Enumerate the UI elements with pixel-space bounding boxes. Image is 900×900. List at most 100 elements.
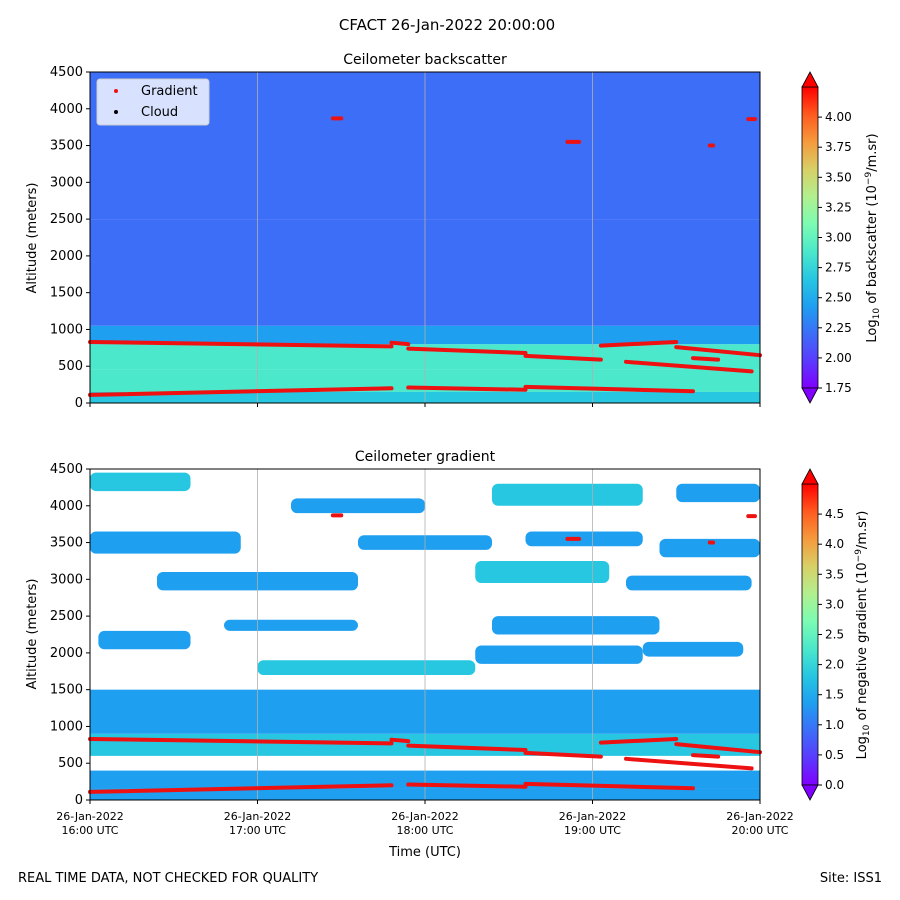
gradient-colorbar: 0.0 0.5 1.0 1.5 2.0 2.5 3.0 3.5 4.0 4.5 bbox=[801, 468, 844, 801]
y-tick-label: 4000 bbox=[50, 102, 83, 117]
backscatter-title: Ceilometer backscatter bbox=[343, 52, 507, 68]
legend-cloud-marker bbox=[114, 110, 118, 114]
y-tick-label: 1500 bbox=[50, 683, 83, 698]
x-tick-label: 26-Jan-2022 bbox=[559, 810, 627, 823]
gradient-point-trace bbox=[691, 356, 721, 362]
heatmap-patch bbox=[525, 531, 643, 547]
gradient-title: Ceilometer gradient bbox=[355, 449, 496, 465]
gradient-y-label: Altitude (meters) bbox=[25, 579, 40, 690]
cb0-label-suffix: /m.sr) bbox=[865, 133, 880, 171]
legend-box bbox=[96, 78, 210, 126]
gradient-colorbar-label: Log10 of negative gradient (10−9/m.sr) bbox=[854, 511, 872, 760]
colorbar-extend-min bbox=[801, 387, 819, 404]
backscatter-y-label: Altitude (meters) bbox=[25, 183, 40, 294]
colorbar-tick-label: 0.5 bbox=[825, 748, 844, 762]
heatmap-patch bbox=[98, 630, 191, 650]
legend-cloud-label: Cloud bbox=[141, 105, 178, 120]
gradient-point-trace bbox=[598, 339, 679, 348]
colorbar-tick-label: 4.00 bbox=[825, 110, 852, 124]
gradient-point-trace bbox=[88, 736, 394, 746]
gradient-x-label: Time (UTC) bbox=[388, 845, 461, 860]
colorbar-tick-label: 4.5 bbox=[825, 507, 844, 521]
cb0-label-prefix: Log bbox=[865, 319, 880, 342]
cb0-label-mid: of backscatter (10 bbox=[865, 185, 880, 308]
gradient-point-trace bbox=[674, 742, 762, 755]
cb1-label-prefix: Log bbox=[855, 736, 870, 759]
heatmap-patch bbox=[291, 498, 425, 514]
colorbar-tick-label: 1.75 bbox=[825, 381, 852, 395]
heatmap-patch bbox=[257, 660, 476, 675]
x-tick-label: 19:00 UTC bbox=[564, 824, 621, 837]
x-tick-label: 17:00 UTC bbox=[229, 824, 286, 837]
colorbar-tick-label: 2.25 bbox=[825, 321, 852, 335]
gradient-point-trace bbox=[88, 386, 394, 397]
y-tick-label: 1000 bbox=[50, 719, 83, 734]
y-tick-label: 3500 bbox=[50, 139, 83, 154]
legend-gradient-label: Gradient bbox=[141, 84, 198, 99]
colorbar-ramp bbox=[801, 86, 819, 389]
colorbar-extend-max bbox=[801, 71, 819, 88]
gradient-panel: Ceilometer gradient 0 500 1000 1500 2000 2500… bbox=[25, 449, 872, 860]
y-tick-label: 2000 bbox=[50, 646, 83, 661]
colorbar-tick-label: 3.5 bbox=[825, 567, 844, 581]
backscatter-panel: Ceilometer backscatter 0 500 1000 1500 2000 2… bbox=[25, 52, 882, 411]
colorbar-tick-label: 3.25 bbox=[825, 200, 852, 214]
footer-site: Site: ISS1 bbox=[820, 871, 882, 886]
y-tick-label: 3000 bbox=[50, 572, 83, 587]
colorbar-tick-label: 4.0 bbox=[825, 537, 844, 551]
x-tick-label: 26-Jan-2022 bbox=[391, 810, 459, 823]
heatmap-patch bbox=[626, 575, 752, 591]
colorbar-extend-min bbox=[801, 784, 819, 801]
cb0-label-sup: −9 bbox=[864, 172, 874, 186]
colorbar-tick-label: 3.75 bbox=[825, 140, 852, 154]
colorbar-tick-label: 3.00 bbox=[825, 231, 852, 245]
legend-gradient-marker bbox=[114, 89, 118, 93]
backscatter-colorbar: 1.75 2.00 2.25 2.50 2.75 3.00 3.25 3.50 3.75 4.00 bbox=[801, 71, 852, 404]
gradient-point-trace bbox=[598, 736, 679, 745]
cb0-label-sub: 10 bbox=[872, 308, 882, 320]
cb1-label-suffix: /m.sr) bbox=[855, 511, 870, 549]
heatmap-patch bbox=[659, 538, 760, 558]
colorbar-extend-max bbox=[801, 468, 819, 485]
gradient-point-trace bbox=[88, 339, 394, 349]
x-tick-label: 26-Jan-2022 bbox=[224, 810, 292, 823]
gradient-point-trace bbox=[406, 346, 528, 355]
y-tick-label: 0 bbox=[75, 793, 83, 808]
gradient-point-trace bbox=[523, 353, 603, 362]
colorbar-tick-label: 1.0 bbox=[825, 718, 844, 732]
cb1-label-mid: of negative gradient (10 bbox=[855, 562, 870, 724]
gradient-point-trace bbox=[523, 384, 695, 394]
colorbar-ramp bbox=[801, 483, 819, 786]
heatmap-patch bbox=[475, 560, 610, 584]
gradient-y-axis: 0 500 1000 1500 2000 2500 3000 3500 4000 4500 bbox=[50, 462, 90, 808]
footer-disclaimer: REAL TIME DATA, NOT CHECKED FOR QUALITY bbox=[18, 871, 318, 886]
x-tick-label: 18:00 UTC bbox=[396, 824, 453, 837]
gradient-point-trace bbox=[624, 359, 754, 374]
gradient-point-trace bbox=[523, 750, 603, 759]
y-tick-label: 2000 bbox=[50, 249, 83, 264]
y-tick-label: 500 bbox=[58, 359, 83, 374]
heatmap-patch bbox=[90, 472, 191, 492]
y-tick-label: 3500 bbox=[50, 536, 83, 551]
backscatter-gradient-points bbox=[88, 116, 762, 397]
gradient-point-trace bbox=[406, 782, 528, 789]
gradient-point-trace bbox=[88, 783, 394, 794]
gradient-point-trace bbox=[523, 781, 695, 791]
backscatter-y-axis: 0 500 1000 1500 2000 2500 3000 3500 4000 4500 bbox=[50, 65, 90, 411]
y-tick-label: 1500 bbox=[50, 286, 83, 301]
heatmap-patch bbox=[475, 645, 643, 664]
heatmap-patch bbox=[492, 616, 660, 635]
gradient-gradient-points bbox=[88, 513, 762, 794]
backscatter-colorbar-label: Log10 of backscatter (10−9/m.sr) bbox=[864, 133, 882, 342]
y-tick-label: 0 bbox=[75, 396, 83, 411]
y-tick-label: 500 bbox=[58, 756, 83, 771]
colorbar-tick-label: 2.00 bbox=[825, 351, 852, 365]
colorbar-tick-label: 3.50 bbox=[825, 170, 852, 184]
y-tick-label: 2500 bbox=[50, 609, 83, 624]
y-tick-label: 4500 bbox=[50, 462, 83, 477]
cb1-label-sup: −9 bbox=[854, 549, 864, 563]
gradient-point-trace bbox=[406, 743, 528, 752]
colorbar-tick-label: 2.5 bbox=[825, 628, 844, 642]
cb1-label-sub: 10 bbox=[862, 724, 872, 736]
